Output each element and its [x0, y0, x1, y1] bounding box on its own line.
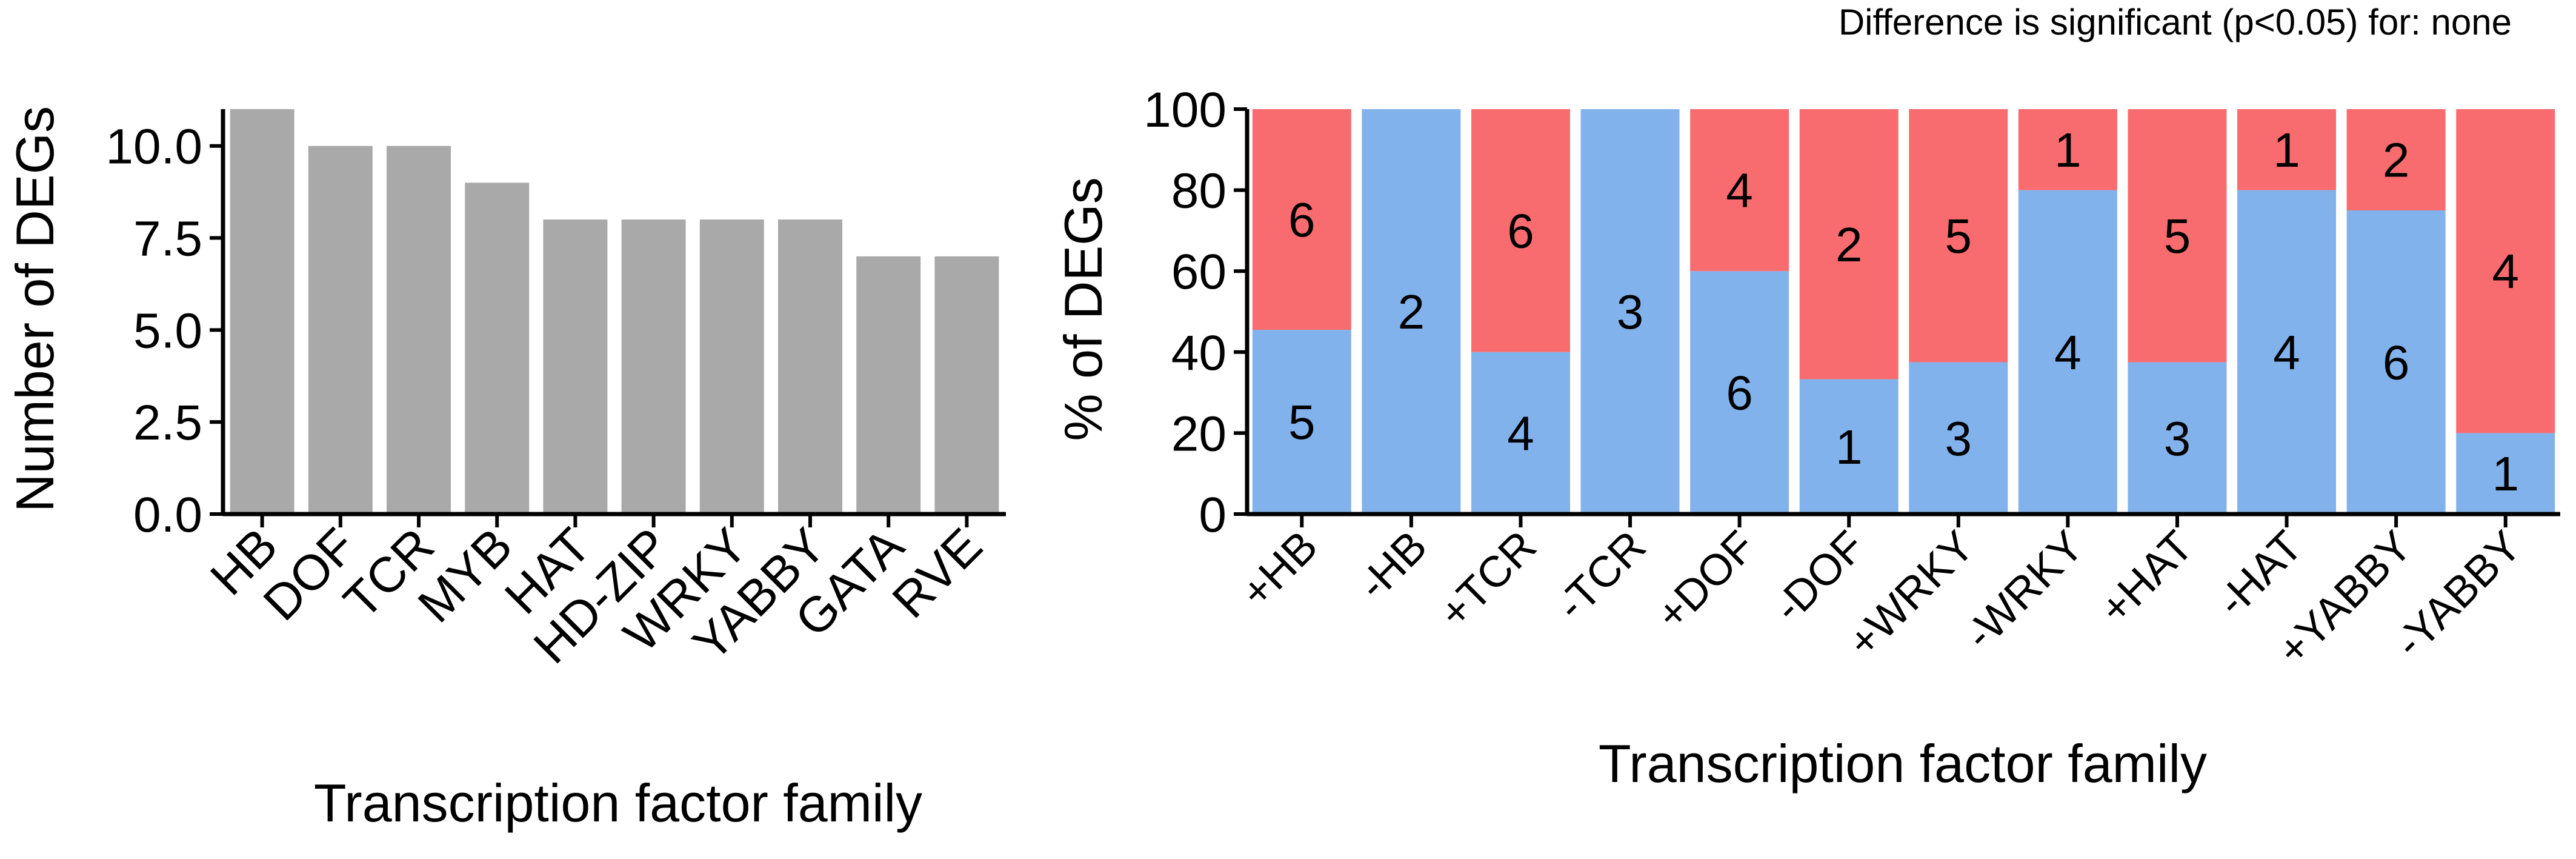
x-tick-label: -HAT [2208, 522, 2312, 626]
count-label-red: 1 [2054, 123, 2082, 177]
count-label-blue: 5 [1288, 395, 1316, 449]
count-label-blue: 4 [2054, 326, 2082, 379]
deg-count-chart: Number of DEGs Transcription factor fami… [5, 106, 1006, 833]
count-label-blue: 2 [1398, 285, 1425, 339]
y-tick-label: 7.5 [133, 212, 202, 267]
bar-blue-plusminus-hat [2128, 362, 2227, 514]
bar-tcr [387, 145, 451, 514]
count-label-blue: 3 [1617, 285, 1644, 339]
count-label-blue: 3 [2164, 412, 2191, 466]
bar-blue-plusminus-wrky [1909, 362, 2008, 514]
count-label-blue: 4 [2273, 326, 2300, 379]
bar-hat [543, 219, 608, 514]
bar-rve [934, 256, 999, 514]
x-tick-label: -WRKY [1955, 522, 2092, 659]
bar-red-plusminus-wrky [1909, 109, 2008, 363]
y-tick-label: 0.0 [133, 487, 202, 543]
bar-red-plusminus-tcr [1471, 109, 1570, 352]
bar-dof [308, 145, 373, 514]
y-tick-label: 40 [1171, 326, 1226, 381]
count-label-red: 2 [1835, 218, 1863, 272]
bar-red-minus-wrky [2018, 109, 2117, 190]
bar-red-minus-hat [2237, 109, 2337, 190]
bar-blue-minus-yabby [2456, 433, 2555, 514]
count-label-red: 2 [2383, 133, 2410, 187]
count-label-blue: 6 [2383, 336, 2410, 390]
bar-blue-minus-tcr [1580, 109, 1680, 514]
bar-blue-plusminus-hb [1252, 330, 1351, 514]
deg-percent-chart: Difference is significant (p<0.05) for: … [1053, 2, 2560, 794]
chart2-ylabel: % of DEGs [1053, 177, 1113, 441]
chart1-ylabel: Number of DEGs [5, 106, 65, 512]
x-tick-label: -TCR [1547, 522, 1655, 630]
x-tick-label: RVE [882, 518, 993, 629]
bar-wrky [699, 219, 764, 514]
count-label-red: 6 [1288, 193, 1316, 247]
bar-red-minus-yabby [2456, 109, 2555, 433]
bar-blue-plusminus-tcr [1471, 352, 1570, 514]
y-tick-label: 60 [1171, 244, 1226, 299]
bar-hd-zip [621, 219, 686, 514]
x-tick-label: +HAT [2091, 522, 2202, 633]
y-tick-label: 80 [1171, 164, 1226, 219]
bar-blue-minus-hb [1362, 109, 1461, 514]
bar-red-plusminus-yabby [2346, 109, 2446, 210]
y-tick-label: 5.0 [133, 303, 202, 358]
y-tick-label: 10.0 [105, 119, 202, 175]
bar-red-plusminus-hat [2128, 109, 2227, 363]
x-tick-label: +TCR [1430, 522, 1546, 638]
count-label-red: 4 [1726, 164, 1753, 218]
count-label-blue: 1 [1835, 420, 1863, 474]
count-label-red: 5 [2164, 209, 2191, 263]
count-label-red: 6 [1507, 204, 1534, 258]
bar-blue-minus-dof [1799, 379, 1899, 514]
bar-yabby [778, 219, 842, 514]
x-tick-label: +HB [1232, 522, 1327, 617]
bar-blue-minus-hat [2237, 190, 2337, 515]
bar-myb [465, 182, 530, 514]
y-tick-label: 0 [1199, 487, 1226, 543]
count-label-blue: 4 [1507, 406, 1534, 460]
chart1-xlabel: Transcription factor family [314, 773, 922, 833]
bar-blue-plusminus-yabby [2346, 210, 2446, 514]
count-label-red: 4 [2492, 244, 2519, 298]
bar-hb [230, 109, 295, 514]
count-label-blue: 1 [2492, 447, 2519, 501]
y-tick-label: 2.5 [133, 395, 202, 450]
count-label-red: 1 [2273, 123, 2300, 177]
y-tick-label: 20 [1171, 406, 1226, 461]
y-tick-label: 100 [1143, 82, 1226, 138]
bar-red-plusminus-hb [1252, 109, 1351, 330]
bar-red-minus-dof [1799, 109, 1899, 379]
x-tick-label: -HB [1349, 522, 1436, 609]
chart2-xlabel: Transcription factor family [1599, 734, 2207, 794]
bar-gata [856, 256, 921, 514]
chart2-annotation: Difference is significant (p<0.05) for: … [1839, 2, 2512, 42]
bar-blue-plusminus-dof [1690, 271, 1789, 514]
count-label-blue: 6 [1726, 366, 1753, 420]
x-tick-label: +DOF [1647, 522, 1765, 640]
bar-blue-minus-wrky [2018, 190, 2117, 515]
count-label-blue: 3 [1945, 412, 1972, 466]
count-label-red: 5 [1945, 209, 1972, 263]
bar-red-plusminus-dof [1690, 109, 1789, 272]
